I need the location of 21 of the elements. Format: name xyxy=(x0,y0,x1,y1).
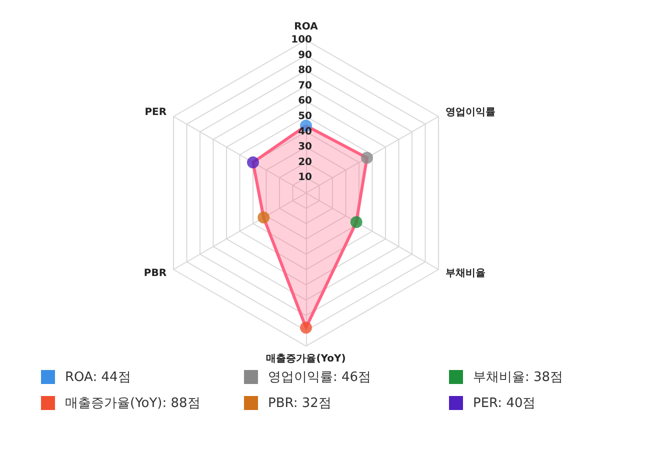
spoke-label: 부채비율 xyxy=(445,268,486,279)
y-tick-label: 70 xyxy=(298,80,312,92)
spoke-label: 영업이익률 xyxy=(445,107,496,118)
y-tick-label: 30 xyxy=(298,142,312,153)
y-tick-label: 50 xyxy=(298,111,312,122)
text: PBR: 32점 xyxy=(268,395,332,412)
text: ROA: 44점 xyxy=(65,369,131,386)
spoke-label: 매출증가율(YoY) xyxy=(266,354,346,364)
text: 영업이익률: 46점 xyxy=(268,369,372,386)
y-tick-label: 80 xyxy=(298,65,312,76)
text: 매출증가율(YoY): 88점 xyxy=(65,395,200,412)
y-tick-label: 60 xyxy=(298,96,312,107)
y-tick-label: 20 xyxy=(298,156,312,168)
y-tick-label: 90 xyxy=(298,50,312,61)
y-tick-label: 100 xyxy=(291,34,312,46)
y-tick-label: 10 xyxy=(298,172,312,184)
spoke-label: PER xyxy=(144,107,167,118)
spoke-label: ROA xyxy=(294,22,318,32)
text: PER: 40점 xyxy=(473,395,536,412)
spoke-label: PBR xyxy=(144,268,167,279)
text: 부채비율: 38점 xyxy=(473,369,564,386)
